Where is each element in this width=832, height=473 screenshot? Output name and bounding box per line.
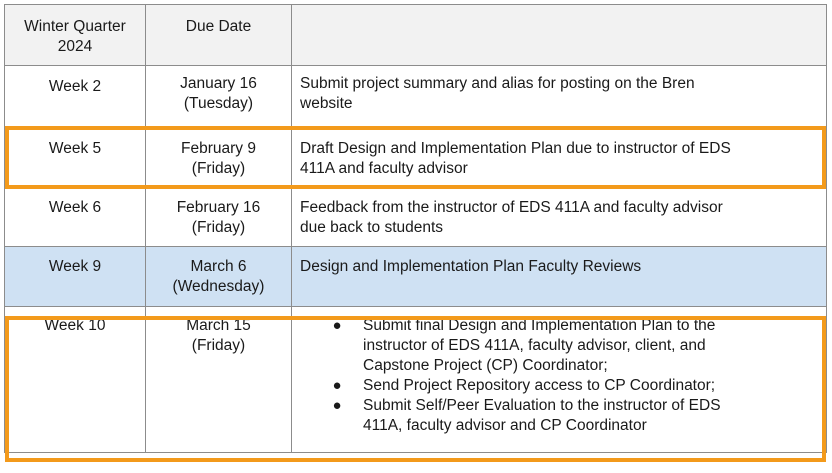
week-label: Week 9 (48, 258, 102, 275)
due-date-cell: February 16 (Friday) (145, 186, 292, 247)
week-label: Week 2 (48, 78, 102, 95)
task-text-line: Submit Self/Peer Evaluation to the instr… (363, 397, 721, 414)
task-cell: Submit project summary and alias for pos… (291, 65, 827, 127)
task-cell: Design and Implementation Plan Faculty R… (291, 246, 827, 307)
header-quarter-cell: Winter Quarter 2024 (4, 4, 146, 66)
due-date-cell: January 16 (Tuesday) (145, 65, 292, 127)
week-label: Week 6 (48, 199, 102, 216)
task-cell: Draft Design and Implementation Plan due… (291, 126, 827, 187)
bullet-icon: ● (332, 317, 342, 334)
due-day: (Friday) (191, 219, 246, 236)
due-date-cell: March 15 (Friday) (145, 306, 292, 453)
task-cell: ● Submit final Design and Implementation… (291, 306, 827, 453)
week-cell: Week 2 (4, 65, 146, 127)
due-day: (Friday) (191, 337, 246, 354)
task-text-line: Feedback from the instructor of EDS 411A… (300, 199, 723, 216)
due-date-cell: March 6 (Wednesday) (145, 246, 292, 307)
due-day: (Tuesday) (183, 95, 254, 112)
header-due-date-cell: Due Date (145, 4, 292, 66)
task-text-line: Design and Implementation Plan Faculty R… (300, 258, 642, 275)
bullet-icon: ● (332, 397, 342, 414)
bullet-icon: ● (332, 377, 342, 394)
task-text-line: Draft Design and Implementation Plan due… (300, 140, 731, 157)
task-text-line: due back to students (300, 219, 444, 236)
due-date: February 16 (176, 199, 261, 216)
header-due-date: Due Date (185, 18, 252, 35)
header-quarter-line2: 2024 (57, 38, 93, 55)
week-label: Week 10 (44, 317, 106, 334)
week-cell: Week 10 (4, 306, 146, 453)
week-cell: Week 6 (4, 186, 146, 247)
table-header-row: Winter Quarter 2024 Due Date (4, 4, 827, 66)
table-row-shaded: Week 9 March 6 (Wednesday) Design and Im… (4, 246, 827, 307)
due-date: January 16 (180, 75, 257, 92)
table-row: Week 5 February 9 (Friday) Draft Design … (4, 126, 827, 187)
due-date-cell: February 9 (Friday) (145, 126, 292, 187)
table-row: Week 10 March 15 (Friday) ● Submit final… (4, 306, 827, 453)
due-date: March 15 (186, 317, 251, 334)
week-label: Week 5 (48, 140, 102, 157)
deadline-table: Winter Quarter 2024 Due Date Week 2 Janu… (4, 4, 827, 453)
list-item: ● Submit final Design and Implementation… (332, 316, 818, 376)
task-cell: Feedback from the instructor of EDS 411A… (291, 186, 827, 247)
task-text-line: Submit final Design and Implementation P… (363, 317, 716, 334)
header-task-cell (291, 4, 827, 66)
task-text-line: Send Project Repository access to CP Coo… (363, 377, 716, 394)
task-text-line: Capstone Project (CP) Coordinator; (363, 357, 608, 374)
due-date: March 6 (190, 258, 247, 275)
list-item: ● Send Project Repository access to CP C… (332, 376, 818, 396)
header-quarter-line1: Winter Quarter (24, 18, 126, 35)
table-row: Week 6 February 16 (Friday) Feedback fro… (4, 186, 827, 247)
week-cell: Week 9 (4, 246, 146, 307)
task-text-line: 411A, faculty advisor and CP Coordinator (363, 417, 647, 434)
task-text-line: Submit project summary and alias for pos… (300, 75, 695, 92)
task-text-line: instructor of EDS 411A, faculty advisor,… (363, 337, 706, 354)
week-cell: Week 5 (4, 126, 146, 187)
due-day: (Wednesday) (172, 278, 265, 295)
task-text-line: website (300, 95, 353, 112)
table-row: Week 2 January 16 (Tuesday) Submit proje… (4, 65, 827, 127)
list-item: ● Submit Self/Peer Evaluation to the ins… (332, 396, 818, 436)
due-day: (Friday) (191, 160, 246, 177)
task-text-line: 411A and faculty advisor (300, 160, 468, 177)
task-bullet-list: ● Submit final Design and Implementation… (300, 316, 818, 436)
due-date: February 9 (181, 140, 256, 157)
